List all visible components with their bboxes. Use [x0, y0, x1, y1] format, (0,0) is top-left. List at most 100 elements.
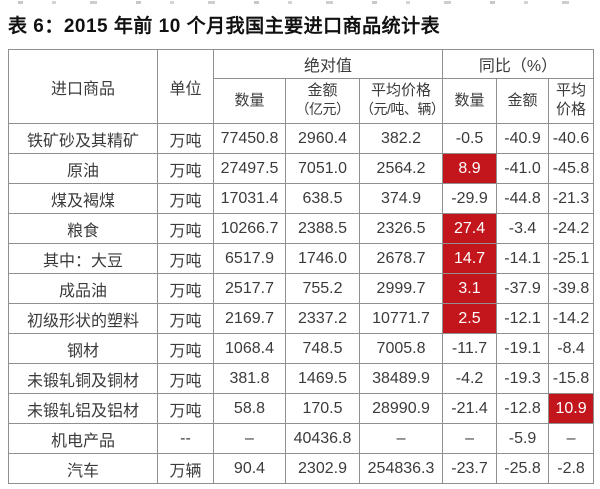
cell-quantity: 10266.7 — [213, 213, 286, 244]
cell-yoy-quantity: 27.4 — [442, 213, 498, 244]
cell-yoy-quantity: – — [442, 423, 498, 454]
cell-amount: 748.5 — [285, 333, 360, 364]
cell-unit: 万吨 — [157, 123, 214, 154]
cell-commodity: 未锻轧铝及铝材 — [8, 393, 158, 424]
group-header-yoy: 同比（%） — [442, 49, 595, 79]
table-row: 粮食 万吨 10266.7 2388.5 2326.5 27.4 -3.4 -2… — [8, 213, 595, 244]
cell-yoy-amount: -25.8 — [496, 453, 550, 484]
table-row: 铁矿砂及其精矿 万吨 77450.8 2960.4 382.2 -0.5 -40… — [8, 123, 595, 154]
cell-commodity: 钢材 — [8, 333, 158, 364]
cell-yoy-amount: -19.3 — [496, 363, 550, 394]
cell-commodity: 原油 — [8, 153, 158, 184]
cell-yoy-price: -40.6 — [548, 123, 595, 154]
col-header-yoy-quantity: 数量 — [442, 78, 498, 124]
cell-quantity: 1068.4 — [213, 333, 286, 364]
cell-yoy-price: -8.4 — [548, 333, 595, 364]
cell-yoy-amount: -5.9 — [496, 423, 550, 454]
cell-quantity: 27497.5 — [213, 153, 286, 184]
cell-yoy-amount: -12.8 — [496, 393, 550, 424]
cell-avg-price: 382.2 — [358, 123, 444, 154]
cell-yoy-amount: -40.9 — [496, 123, 550, 154]
cell-unit: 万吨 — [157, 213, 214, 244]
cell-commodity: 汽车 — [8, 453, 158, 484]
cell-yoy-quantity: -29.9 — [442, 183, 498, 214]
cell-avg-price: 28990.9 — [358, 393, 444, 424]
cell-yoy-price: -15.8 — [548, 363, 595, 394]
cell-yoy-price: -25.1 — [548, 243, 595, 274]
cell-yoy-price: -14.2 — [548, 303, 595, 334]
cell-yoy-quantity: -0.5 — [442, 123, 498, 154]
table-row: 钢材 万吨 1068.4 748.5 7005.8 -11.7 -19.1 -8… — [8, 333, 595, 364]
cell-yoy-quantity: -23.7 — [442, 453, 498, 484]
cell-unit: 万吨 — [157, 273, 214, 304]
table-row: 原油 万吨 27497.5 7051.0 2564.2 8.9 -41.0 -4… — [8, 153, 595, 184]
col-header-commodity: 进口商品 — [8, 49, 158, 124]
cell-yoy-price: -21.3 — [548, 183, 595, 214]
cell-unit: 万吨 — [157, 363, 214, 394]
cell-avg-price: – — [358, 423, 444, 454]
cell-quantity: 17031.4 — [213, 183, 286, 214]
col-header-abs-avg-price: 平均价格 （元/吨、辆） — [358, 78, 444, 124]
cell-amount: 1469.5 — [285, 363, 360, 394]
cell-commodity: 铁矿砂及其精矿 — [8, 123, 158, 154]
table-body: 铁矿砂及其精矿 万吨 77450.8 2960.4 382.2 -0.5 -40… — [8, 123, 595, 484]
cell-quantity: 2517.7 — [213, 273, 286, 304]
cell-unit: 万吨 — [157, 333, 214, 364]
cell-yoy-quantity: -11.7 — [442, 333, 498, 364]
cell-yoy-amount: -44.8 — [496, 183, 550, 214]
cell-commodity: 煤及褐煤 — [8, 183, 158, 214]
cell-yoy-quantity: 3.1 — [442, 273, 498, 304]
cell-amount: 755.2 — [285, 273, 360, 304]
cell-unit: 万吨 — [157, 393, 214, 424]
cell-yoy-price: -45.8 — [548, 153, 595, 184]
cell-avg-price: 2678.7 — [358, 243, 444, 274]
page-title: 表 6：2015 年前 10 个月我国主要进口商品统计表 — [8, 16, 441, 37]
table-row: 机电产品 -- – 40436.8 – – -5.9 – — [8, 423, 595, 454]
cell-yoy-price: – — [548, 423, 595, 454]
cell-amount: 40436.8 — [285, 423, 360, 454]
cell-quantity: 77450.8 — [213, 123, 286, 154]
cell-amount: 1746.0 — [285, 243, 360, 274]
cell-quantity: – — [213, 423, 286, 454]
table-row: 其中：大豆 万吨 6517.9 1746.0 2678.7 14.7 -14.1… — [8, 243, 595, 274]
col-header-abs-amount: 金额 （亿元） — [285, 78, 360, 124]
group-header-absolute-value: 绝对值 — [212, 49, 444, 79]
cell-yoy-amount: -14.1 — [496, 243, 550, 274]
cell-avg-price: 2564.2 — [358, 153, 444, 184]
cell-yoy-quantity: -21.4 — [442, 393, 498, 424]
cell-yoy-amount: -37.9 — [496, 273, 550, 304]
cell-yoy-quantity: 2.5 — [442, 303, 498, 334]
cell-amount: 638.5 — [285, 183, 360, 214]
cell-quantity: 90.4 — [213, 453, 286, 484]
cell-commodity: 其中：大豆 — [8, 243, 158, 274]
cell-yoy-quantity: 14.7 — [442, 243, 498, 274]
table-row: 初级形状的塑料 万吨 2169.7 2337.2 10771.7 2.5 -12… — [8, 303, 595, 334]
table-row: 未锻轧铝及铝材 万吨 58.8 170.5 28990.9 -21.4 -12.… — [8, 393, 595, 424]
cell-commodity: 未锻轧铜及铜材 — [8, 363, 158, 394]
cell-unit: 万吨 — [157, 153, 214, 184]
table-row: 未锻轧铜及铜材 万吨 381.8 1469.5 38489.9 -4.2 -19… — [8, 363, 595, 394]
cell-amount: 7051.0 — [285, 153, 360, 184]
cell-amount: 2302.9 — [285, 453, 360, 484]
col-header-abs-quantity: 数量 — [213, 78, 286, 124]
cell-avg-price: 254836.3 — [358, 453, 444, 484]
cell-yoy-amount: -3.4 — [496, 213, 550, 244]
cell-yoy-amount: -19.1 — [496, 333, 550, 364]
cell-unit: 万吨 — [157, 303, 214, 334]
cell-yoy-amount: -12.1 — [496, 303, 550, 334]
table-header: 进口商品 单位 绝对值 同比（%） 数量 金额 （亿元） 平均价格 （元/吨、辆） … — [8, 49, 595, 124]
cell-yoy-price: -24.2 — [548, 213, 595, 244]
cell-amount: 2960.4 — [285, 123, 360, 154]
cell-avg-price: 2999.7 — [358, 273, 444, 304]
col-header-yoy-avg-price: 平均 价格 — [548, 78, 595, 124]
table-row: 成品油 万吨 2517.7 755.2 2999.7 3.1 -37.9 -39… — [8, 273, 595, 304]
cell-quantity: 6517.9 — [213, 243, 286, 274]
cell-commodity: 成品油 — [8, 273, 158, 304]
cell-unit: -- — [157, 423, 214, 454]
cell-quantity: 381.8 — [213, 363, 286, 394]
cell-amount: 2337.2 — [285, 303, 360, 334]
cell-yoy-amount: -41.0 — [496, 153, 550, 184]
cell-yoy-price: -39.8 — [548, 273, 595, 304]
cell-amount: 2388.5 — [285, 213, 360, 244]
cell-avg-price: 374.9 — [358, 183, 444, 214]
